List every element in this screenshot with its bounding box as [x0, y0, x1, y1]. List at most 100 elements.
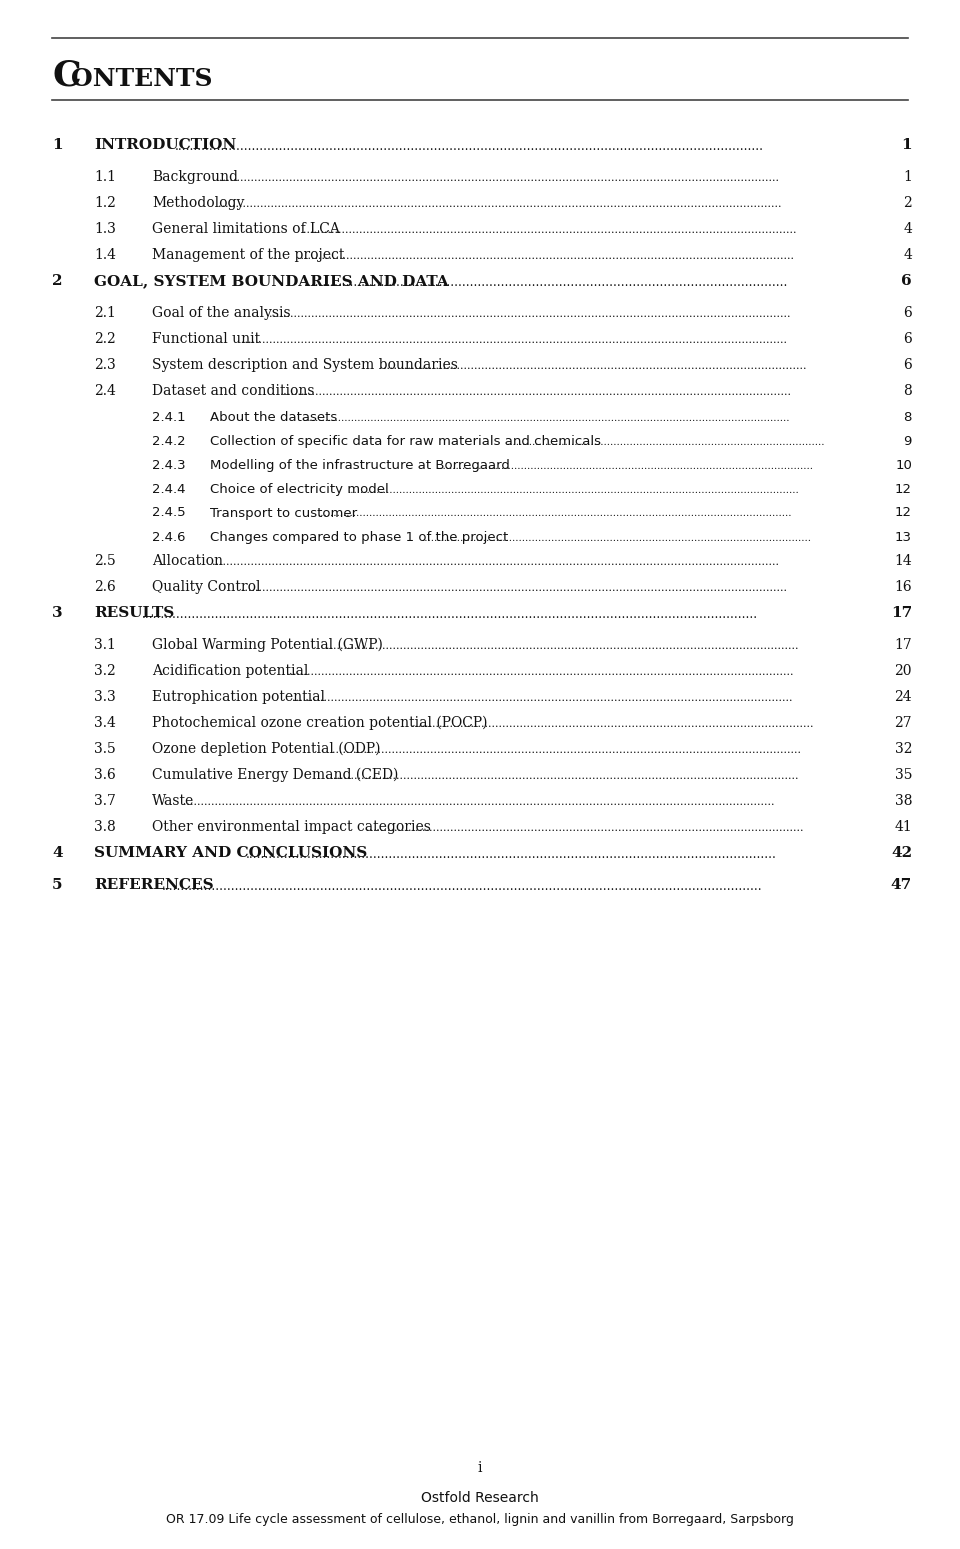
Text: ................................................................................: ........................................…	[241, 582, 786, 593]
Text: 2.4.2: 2.4.2	[152, 435, 185, 448]
Text: Transport to customer: Transport to customer	[210, 507, 357, 519]
Text: Changes compared to phase 1 of the project: Changes compared to phase 1 of the proje…	[210, 530, 508, 544]
Text: 4: 4	[903, 222, 912, 235]
Text: RESULTS: RESULTS	[94, 606, 175, 620]
Text: ................................................................................: ........................................…	[347, 485, 799, 494]
Text: 2.4.4: 2.4.4	[152, 482, 185, 496]
Text: 13: 13	[895, 530, 912, 544]
Text: System description and System boundaries: System description and System boundaries	[152, 358, 458, 372]
Text: General limitations of LCA: General limitations of LCA	[152, 222, 340, 235]
Text: Eutrophication potential: Eutrophication potential	[152, 689, 325, 703]
Text: Global Warming Potential (GWP): Global Warming Potential (GWP)	[152, 638, 383, 652]
Text: Collection of specific data for raw materials and chemicals: Collection of specific data for raw mate…	[210, 435, 601, 448]
Text: ................................................................................: ........................................…	[162, 880, 762, 892]
Text: 2: 2	[52, 274, 62, 288]
Text: REFERENCES: REFERENCES	[94, 878, 214, 892]
Text: 1.1: 1.1	[94, 170, 116, 184]
Text: ................................................................................: ........................................…	[212, 173, 779, 183]
Text: ................................................................................: ........................................…	[383, 361, 806, 372]
Text: Methodology: Methodology	[152, 197, 245, 211]
Text: 2.4.1: 2.4.1	[152, 410, 185, 423]
Text: ................................................................................: ........................................…	[269, 308, 790, 319]
Text: 2.3: 2.3	[94, 358, 116, 372]
Text: 35: 35	[895, 768, 912, 782]
Text: 3.5: 3.5	[94, 742, 116, 756]
Text: OR 17.09 Life cycle assessment of cellulose, ethanol, lignin and vanillin from B: OR 17.09 Life cycle assessment of cellul…	[166, 1513, 794, 1526]
Text: 6: 6	[903, 331, 912, 345]
Text: 3: 3	[52, 606, 62, 620]
Text: C: C	[52, 57, 81, 91]
Text: 17: 17	[895, 638, 912, 652]
Text: 6: 6	[903, 307, 912, 321]
Text: INTRODUCTION: INTRODUCTION	[94, 138, 236, 152]
Text: 17: 17	[891, 606, 912, 620]
Text: SUMMARY AND CONCLUSIONS: SUMMARY AND CONCLUSIONS	[94, 846, 368, 860]
Text: ................................................................................: ........................................…	[421, 533, 811, 542]
Text: ................................................................................: ........................................…	[317, 510, 792, 519]
Text: 3.8: 3.8	[94, 819, 116, 833]
Text: ................................................................................: ........................................…	[412, 719, 814, 730]
Text: 24: 24	[895, 689, 912, 703]
Text: 32: 32	[895, 742, 912, 756]
Text: ................................................................................: ........................................…	[298, 251, 795, 260]
Text: ONTENTS: ONTENTS	[71, 67, 212, 91]
Text: ................................................................................: ........................................…	[506, 437, 825, 446]
Text: 3.6: 3.6	[94, 768, 116, 782]
Text: 2.6: 2.6	[94, 579, 116, 593]
Text: ................................................................................: ........................................…	[246, 847, 777, 861]
Text: 47: 47	[891, 878, 912, 892]
Text: Dataset and conditions: Dataset and conditions	[152, 384, 315, 398]
Text: 2.4.5: 2.4.5	[152, 507, 185, 519]
Text: 9: 9	[903, 435, 912, 448]
Text: ................................................................................: ........................................…	[326, 641, 799, 651]
Text: ................................................................................: ........................................…	[326, 771, 799, 781]
Text: 1.3: 1.3	[94, 222, 116, 235]
Text: Other environmental impact categories: Other environmental impact categories	[152, 819, 431, 833]
Text: 2.4.3: 2.4.3	[152, 459, 185, 471]
Text: 8: 8	[903, 410, 912, 423]
Text: 5: 5	[52, 878, 62, 892]
Text: 3.7: 3.7	[94, 795, 116, 809]
Text: Functional unit: Functional unit	[152, 331, 260, 345]
Text: Allocation: Allocation	[152, 555, 223, 568]
Text: Ostfold Research: Ostfold Research	[421, 1492, 539, 1506]
Text: ................................................................................: ........................................…	[366, 823, 804, 833]
Text: Photochemical ozone creation potential (POCP): Photochemical ozone creation potential (…	[152, 716, 488, 730]
Text: 1.2: 1.2	[94, 197, 116, 211]
Text: 4: 4	[903, 248, 912, 262]
Text: 38: 38	[895, 795, 912, 809]
Text: 41: 41	[895, 819, 912, 833]
Text: 3.3: 3.3	[94, 689, 116, 703]
Text: 20: 20	[895, 665, 912, 678]
Text: ................................................................................: ........................................…	[292, 692, 792, 703]
Text: i: i	[478, 1461, 482, 1475]
Text: Background: Background	[152, 170, 238, 184]
Text: Waste: Waste	[152, 795, 194, 809]
Text: 1: 1	[52, 138, 62, 152]
Text: 6: 6	[901, 274, 912, 288]
Text: 3.2: 3.2	[94, 665, 116, 678]
Text: ................................................................................: ........................................…	[332, 745, 801, 754]
Text: ................................................................................: ........................................…	[175, 139, 764, 152]
Text: 42: 42	[891, 846, 912, 860]
Text: Cumulative Energy Demand (CED): Cumulative Energy Demand (CED)	[152, 768, 398, 782]
Text: Ozone depletion Potential (ODP): Ozone depletion Potential (ODP)	[152, 742, 380, 756]
Text: ................................................................................: ........................................…	[304, 276, 789, 288]
Text: ................................................................................: ........................................…	[212, 558, 779, 567]
Text: 4: 4	[52, 846, 62, 860]
Text: 1.4: 1.4	[94, 248, 116, 262]
Text: 2.1: 2.1	[94, 307, 116, 321]
Text: ................................................................................: ........................................…	[286, 668, 794, 677]
Text: 3.1: 3.1	[94, 638, 116, 652]
Text: 8: 8	[903, 384, 912, 398]
Text: Goal of the analysis: Goal of the analysis	[152, 307, 291, 321]
Text: ................................................................................: ........................................…	[437, 462, 813, 471]
Text: 2.5: 2.5	[94, 555, 116, 568]
Text: ................................................................................: ........................................…	[241, 335, 786, 345]
Text: 1: 1	[903, 170, 912, 184]
Text: About the datasets: About the datasets	[210, 410, 337, 423]
Text: 27: 27	[895, 716, 912, 730]
Text: 2.4: 2.4	[94, 384, 116, 398]
Text: ................................................................................: ........................................…	[280, 387, 791, 397]
Text: 2.2: 2.2	[94, 331, 116, 345]
